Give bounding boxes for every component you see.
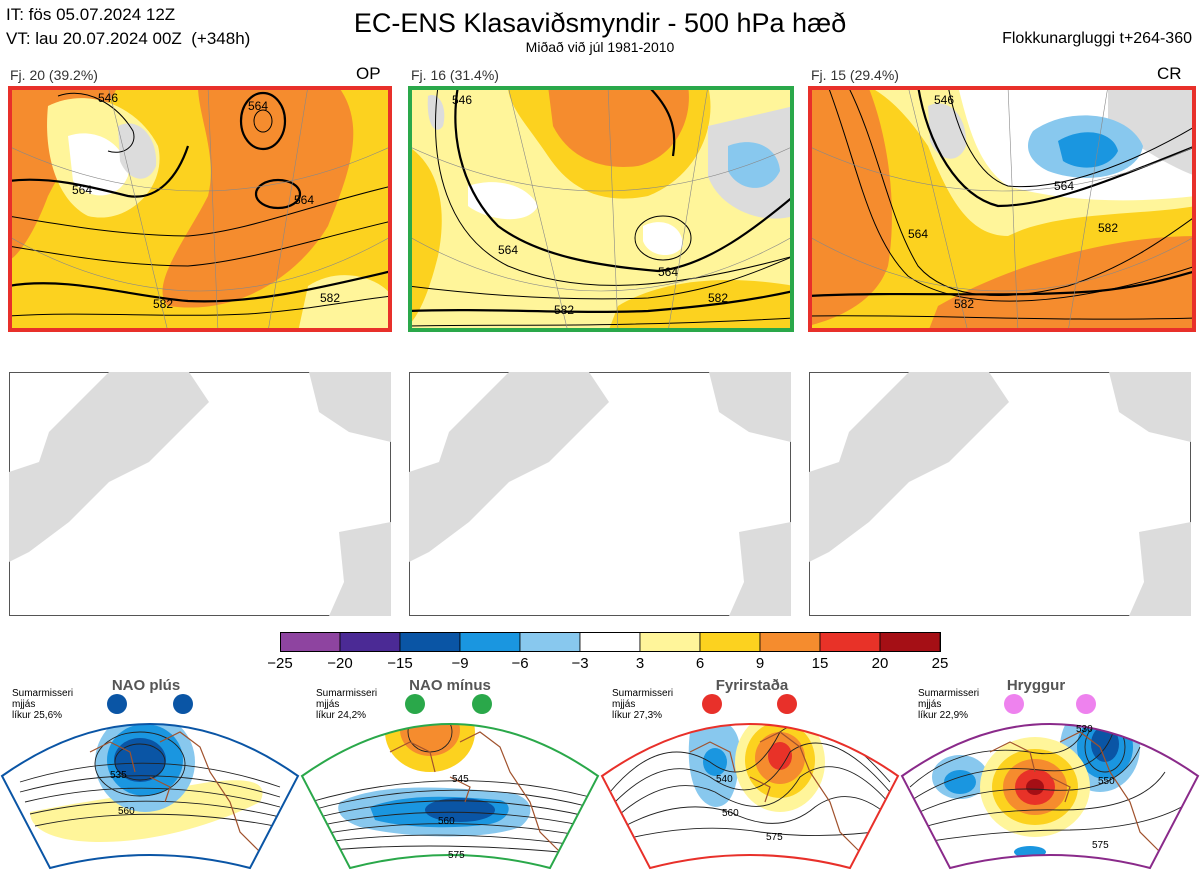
colorbar-swatch (579, 632, 641, 652)
basemap-3 (809, 372, 1191, 616)
cluster-3-contour-582a: 582 (954, 297, 974, 311)
regime-4-dot-a (1004, 694, 1024, 714)
cluster-2-map: 546 564 564 582 582 (408, 86, 794, 332)
colorbar-swatch (459, 632, 521, 652)
regime-3-contour-540: 540 (716, 774, 733, 785)
regime-1-dot-b (173, 694, 193, 714)
colorbar-tick: −3 (571, 655, 589, 672)
colorbar-swatch (699, 632, 761, 652)
cluster-1-contour-546: 546 (98, 91, 118, 105)
basemap-2 (409, 372, 791, 616)
regime-1-title: NAO plús (111, 677, 181, 694)
regime-3-map: 540 560 575 (600, 694, 900, 870)
regime-2-note: Sumarmisseri mjjás líkur 24,2% (316, 688, 378, 721)
cluster-3-label: Fj. 15 (29.4%) (811, 67, 899, 83)
cluster-1-contour-564c: 564 (294, 193, 314, 207)
page-title: EC-ENS Klasaviðsmyndir - 500 hPa hæð (353, 8, 847, 38)
cluster-3-contour-564a: 564 (908, 227, 928, 241)
cluster-3-contour-546: 546 (934, 93, 954, 107)
regime-3-title: Fyrirstaða (715, 677, 789, 694)
colorbar-swatch (759, 632, 821, 652)
regime-2-dot-a (405, 694, 425, 714)
colorbar-swatch (399, 632, 461, 652)
cluster-1-frame (8, 86, 392, 332)
regime-3-dot-b (777, 694, 797, 714)
regime-1-contour-535: 535 (110, 770, 127, 781)
colorbar-tick: 9 (755, 655, 765, 672)
cluster-1-contour-564a: 564 (248, 99, 268, 113)
regime-4-contour-575: 575 (1092, 840, 1109, 851)
colorbar-tick: −6 (511, 655, 529, 672)
colorbar-tick: −9 (451, 655, 469, 672)
colorbar-tick: 15 (811, 655, 829, 672)
regime-2-contour-560: 560 (438, 816, 455, 827)
colorbar-tick: 25 (931, 655, 949, 672)
regime-1-note: Sumarmisseri mjjás líkur 25,6% (12, 688, 74, 721)
cluster-2-frame (408, 86, 794, 332)
regime-1-contour-560: 560 (118, 806, 135, 817)
regime-1-dot-a (107, 694, 127, 714)
cluster-2-contour-564b: 564 (658, 265, 678, 279)
cluster-2-label: Fj. 16 (31.4%) (411, 67, 499, 83)
cluster-2-contour-564a: 564 (498, 243, 518, 257)
regime-3-dot-a (702, 694, 722, 714)
regime-4-map: 530 550 575 (900, 694, 1200, 870)
colorbar-tick: 20 (871, 655, 889, 672)
colorbar-tick: −15 (387, 655, 413, 672)
colorbar-tick: −25 (267, 655, 293, 672)
cluster-3-tag: CR (1157, 64, 1182, 83)
cluster-3-frame (808, 86, 1196, 332)
regime-2-contour-575: 575 (448, 850, 465, 861)
cluster-1-contour-582a: 582 (153, 297, 173, 311)
cluster-3-contour-582b: 582 (1098, 221, 1118, 235)
cluster-1-tag: OP (356, 64, 381, 83)
regime-1-map: 535 560 (0, 694, 300, 870)
colorbar-tick: −20 (327, 655, 353, 672)
colorbar-swatch (519, 632, 581, 652)
basemap-1 (9, 372, 391, 616)
regime-4-title: Hryggur (1006, 677, 1066, 694)
colorbar-swatch (339, 632, 401, 652)
valid-time: VT: lau 20.07.2024 00Z (+348h) (6, 29, 251, 48)
regime-3-contour-575: 575 (766, 832, 783, 843)
page-subtitle: Miðað við júl 1981-2010 (525, 39, 675, 55)
regime-2-contour-545: 545 (452, 774, 469, 785)
regime-2-map: 545 560 575 (300, 694, 600, 870)
regime-3-note: Sumarmisseri mjjás líkur 27,3% (612, 688, 674, 721)
regime-4-contour-530: 530 (1076, 724, 1093, 735)
regime-4-contour-550: 550 (1098, 776, 1115, 787)
colorbar-swatch (879, 632, 941, 652)
colorbar-tick: 3 (635, 655, 645, 672)
cluster-1-contour-582b: 582 (320, 291, 340, 305)
colorbar (280, 632, 941, 652)
regime-3-contour-560: 560 (722, 808, 739, 819)
cluster-3-map: 546 564 564 582 582 (808, 86, 1196, 332)
regime-2-dot-b (472, 694, 492, 714)
cluster-2-contour-582b: 582 (708, 291, 728, 305)
cluster-1-contour-564b: 564 (72, 183, 92, 197)
cluster-2-contour-582a: 582 (554, 303, 574, 317)
colorbar-swatch (639, 632, 701, 652)
init-time: IT: fös 05.07.2024 12Z (6, 5, 176, 24)
cluster-1-map: 546 564 564 564 582 582 (8, 86, 392, 332)
cluster-2-contour-546: 546 (452, 93, 472, 107)
regime-4-dot-b (1076, 694, 1096, 714)
cluster-1-label: Fj. 20 (39.2%) (10, 67, 98, 83)
colorbar-swatch (280, 632, 341, 652)
colorbar-tick: 6 (695, 655, 705, 672)
cluster-window: Flokkunargluggi t+264-360 (1002, 30, 1192, 47)
cluster-3-contour-564b: 564 (1054, 179, 1074, 193)
regime-2-title: NAO mínus (409, 677, 491, 694)
regime-4-note: Sumarmisseri mjjás líkur 22,9% (918, 688, 980, 721)
colorbar-swatch (819, 632, 881, 652)
